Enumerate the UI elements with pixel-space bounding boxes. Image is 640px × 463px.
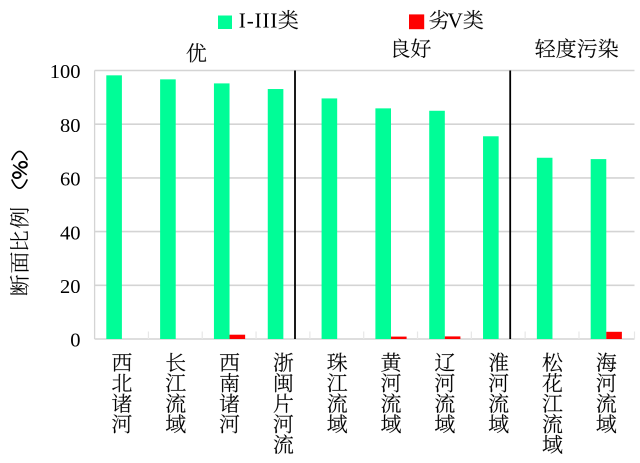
svg-text:60: 60 — [60, 169, 81, 191]
svg-text:80: 80 — [60, 115, 81, 137]
svg-text:100: 100 — [50, 61, 81, 83]
svg-text:40: 40 — [60, 222, 81, 244]
svg-text:0: 0 — [70, 330, 80, 352]
svg-text:20: 20 — [60, 276, 81, 298]
svg-text:I-III: I-III — [239, 9, 278, 33]
svg-text:V: V — [448, 9, 463, 33]
